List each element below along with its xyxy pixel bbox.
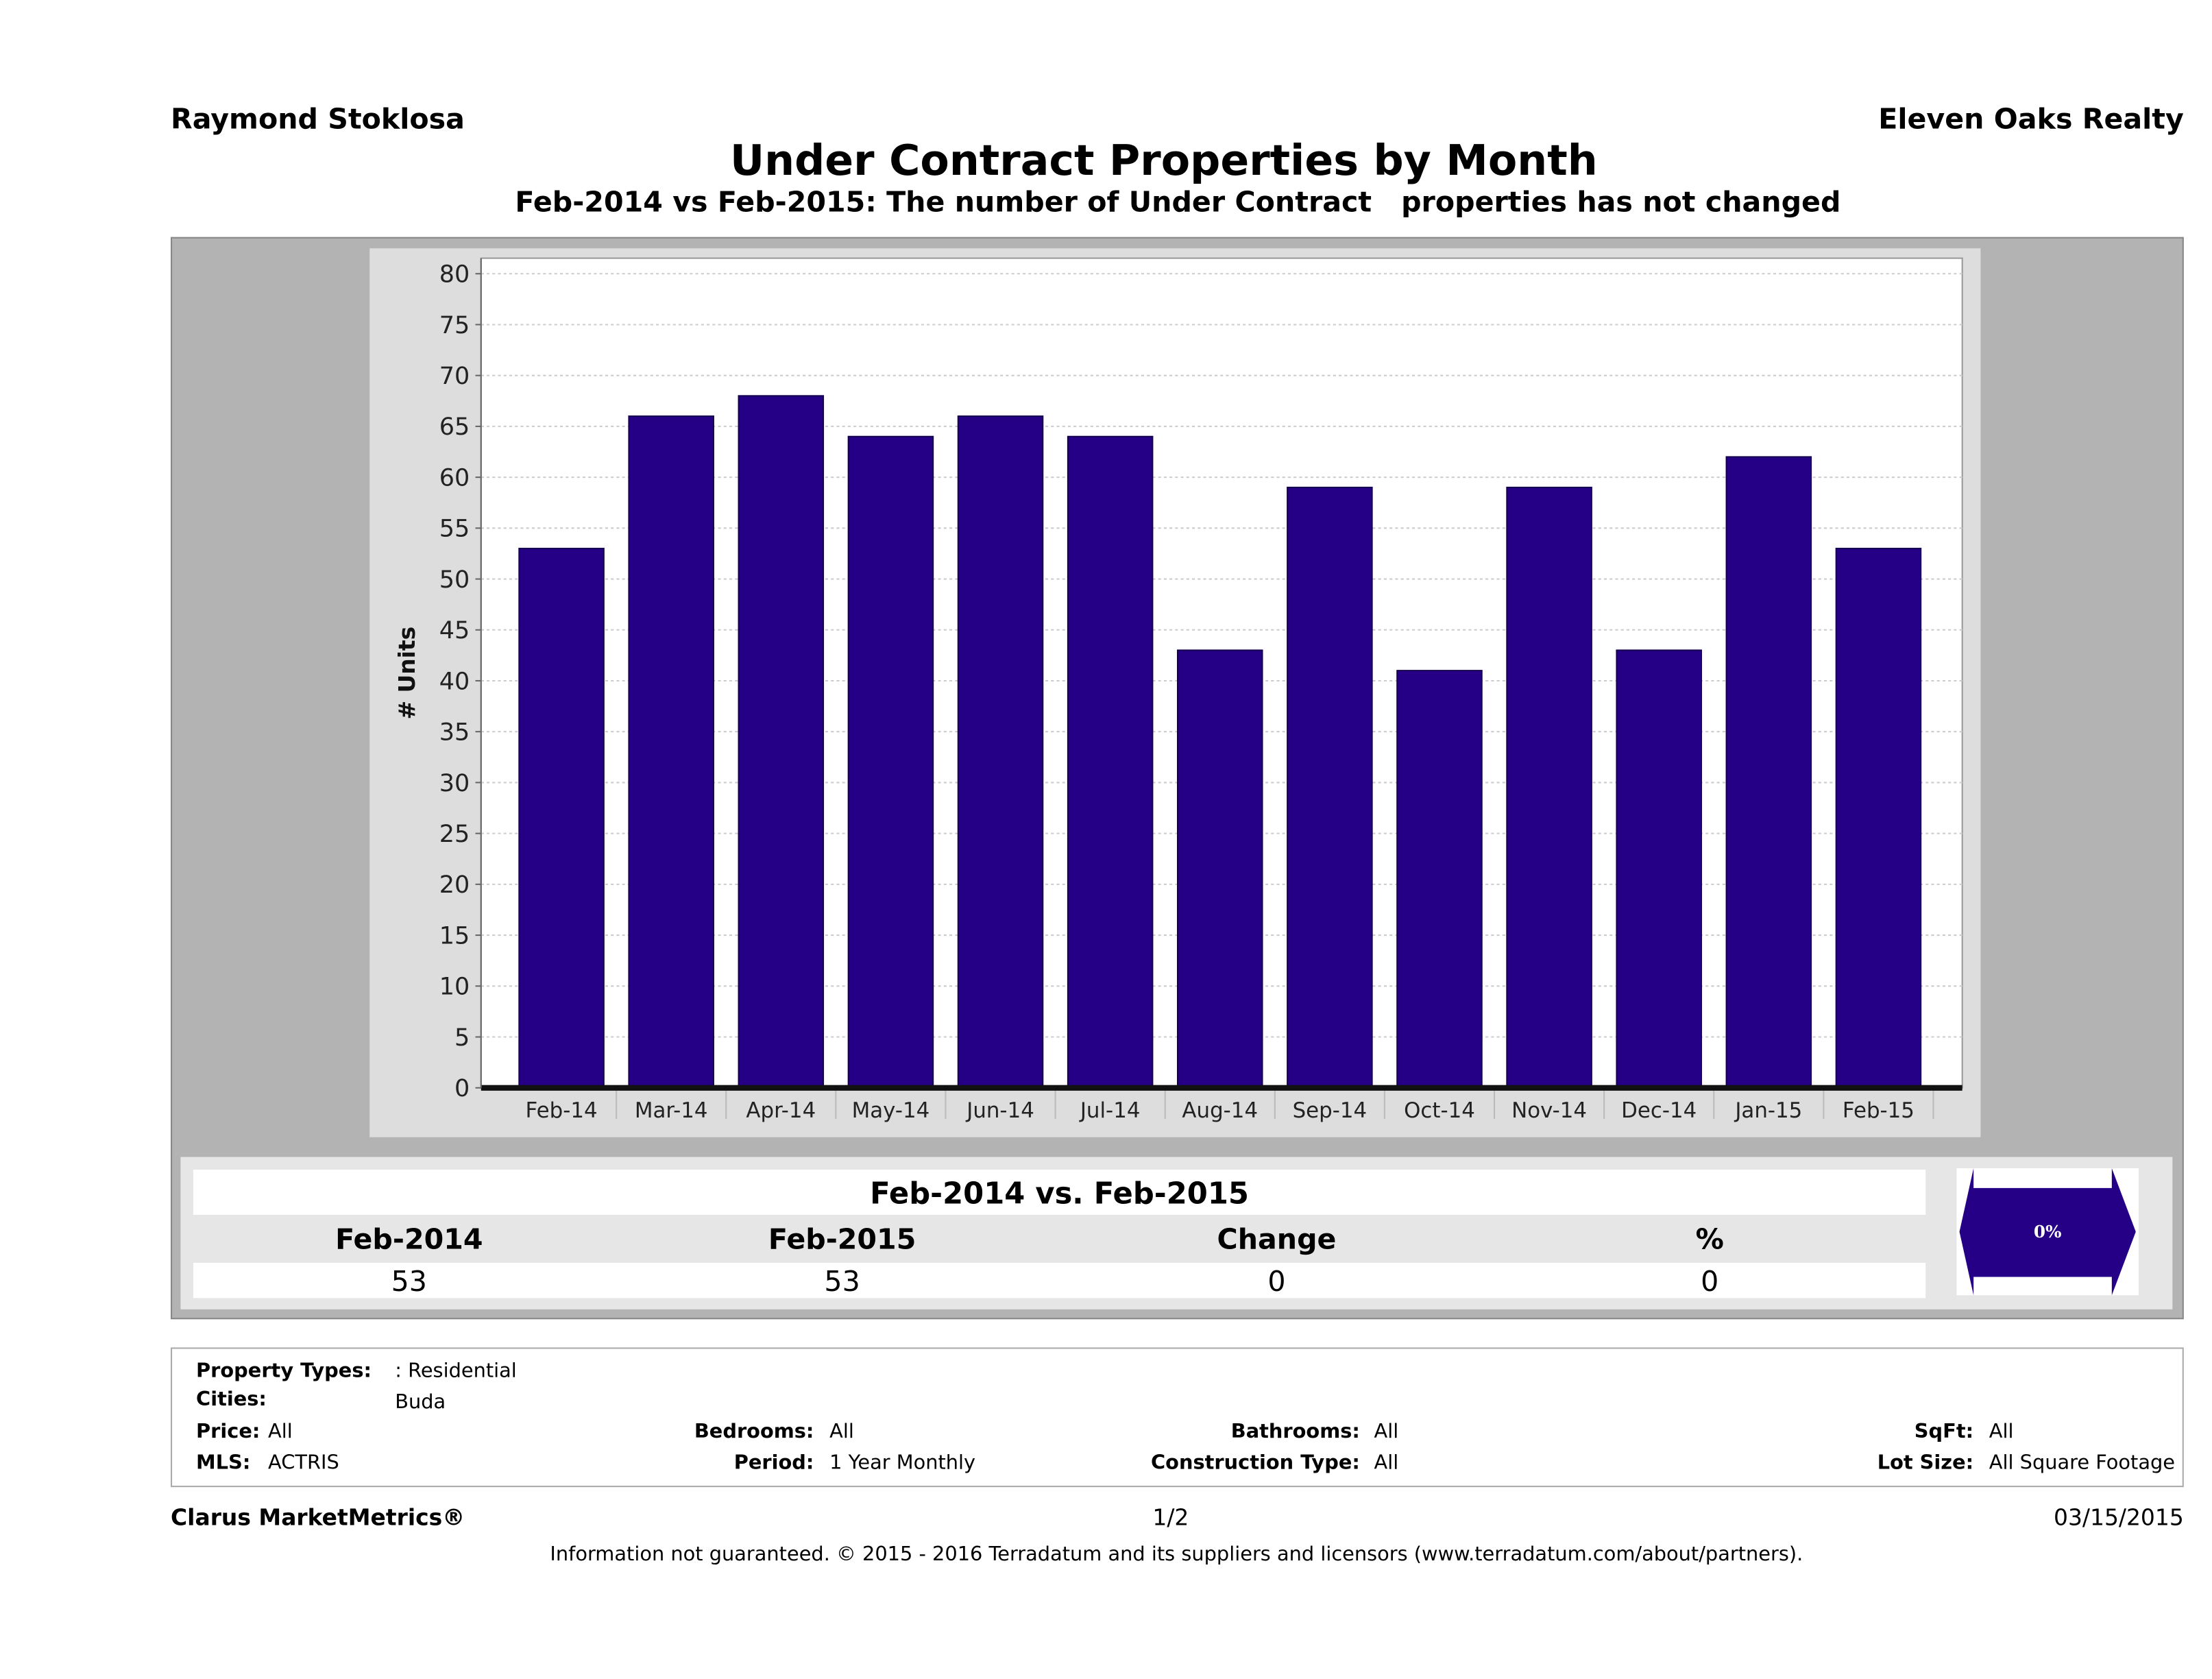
y-tick-label: 20 xyxy=(439,871,470,899)
double-arrow-icon xyxy=(1959,1168,2136,1296)
bar xyxy=(847,435,934,1089)
company-name: Eleven Oaks Realty xyxy=(1878,101,2184,136)
bedrooms-label: Bedrooms: xyxy=(694,1421,814,1444)
summary-col-header: % xyxy=(1695,1222,1724,1256)
agent-name: Raymond Stoklosa xyxy=(171,101,465,136)
summary-col-header: Feb-2014 xyxy=(335,1222,483,1256)
chart-title: Under Contract Properties by Month xyxy=(730,136,1598,186)
change-percent: 0% xyxy=(2033,1222,2062,1242)
sqft-value: All xyxy=(1989,1421,2014,1444)
x-tick-label: Jan-15 xyxy=(1734,1098,1802,1123)
period-label: Period: xyxy=(733,1451,814,1475)
bar-chart: 0 5 10 15 20 25 30 35 40 45 50 55 60 65 70 75 80 Feb-14 Ma… xyxy=(393,257,1963,1123)
x-tick-label: Mar-14 xyxy=(635,1098,708,1123)
period-value: 1 Year Monthly xyxy=(829,1451,976,1475)
cities-value: Buda xyxy=(395,1391,446,1414)
price-label: Price: xyxy=(196,1421,260,1444)
y-tick-label: 60 xyxy=(439,464,470,492)
y-tick-label: 30 xyxy=(439,770,470,797)
y-tick-label: 80 xyxy=(439,261,470,289)
x-tick-label: Nov-14 xyxy=(1511,1098,1587,1123)
property-types-label: Property Types: xyxy=(196,1360,372,1383)
bar xyxy=(518,547,605,1089)
x-tick-label: Dec-14 xyxy=(1621,1098,1697,1123)
x-tick-label: Apr-14 xyxy=(746,1098,816,1123)
bathrooms-value: All xyxy=(1374,1421,1399,1444)
bar xyxy=(1506,486,1592,1089)
bedrooms-value: All xyxy=(829,1421,854,1444)
construction-value: All xyxy=(1374,1451,1399,1475)
x-tick-label: Sep-14 xyxy=(1293,1098,1368,1123)
mls-value: ACTRIS xyxy=(268,1451,339,1475)
bar xyxy=(1396,670,1483,1089)
x-tick-label: May-14 xyxy=(852,1098,930,1123)
bar xyxy=(738,395,825,1089)
construction-label: Construction Type: xyxy=(1151,1451,1360,1475)
report-date: 03/15/2015 xyxy=(2053,1503,2184,1531)
y-tick-label: 35 xyxy=(439,719,470,747)
x-tick-label: Oct-14 xyxy=(1404,1098,1475,1123)
summary-value: 53 xyxy=(391,1264,427,1298)
x-tick-label: Aug-14 xyxy=(1182,1098,1258,1123)
y-axis-label: # Units xyxy=(393,627,420,720)
search-criteria: Property Types: : Residential Cities: Bu… xyxy=(171,1347,2184,1488)
brand: Clarus MarketMetrics® xyxy=(171,1503,465,1531)
x-tick-label: Feb-15 xyxy=(1843,1098,1915,1123)
x-tick-label: Feb-14 xyxy=(526,1098,598,1123)
property-types-value: : Residential xyxy=(395,1360,517,1383)
mls-label: MLS: xyxy=(196,1451,251,1475)
bar xyxy=(1616,649,1702,1089)
bar xyxy=(1067,435,1154,1089)
y-tick-label: 50 xyxy=(439,566,470,594)
bar xyxy=(1287,486,1373,1089)
x-tick-label: Jul-14 xyxy=(1079,1098,1141,1123)
summary-value: 0 xyxy=(1701,1264,1719,1298)
disclaimer: Information not guaranteed. © 2015 - 201… xyxy=(550,1543,1803,1567)
y-tick-label: 5 xyxy=(454,1024,470,1052)
y-tick-label: 70 xyxy=(439,363,470,390)
y-tick-label: 55 xyxy=(439,516,470,543)
lot-size-label: Lot Size: xyxy=(1877,1451,1974,1475)
summary-col-header: Feb-2015 xyxy=(768,1222,916,1256)
bar xyxy=(628,415,714,1089)
y-tick-label: 0 xyxy=(454,1075,470,1102)
cities-label: Cities: xyxy=(196,1388,267,1411)
summary-heading: Feb-2014 vs. Feb-2015 xyxy=(193,1170,1926,1215)
summary-col-header: Change xyxy=(1217,1222,1337,1256)
chart-subtitle: Feb-2014 vs Feb-2015: The number of Unde… xyxy=(515,184,1841,219)
y-tick-label: 65 xyxy=(439,413,470,441)
y-tick-label: 10 xyxy=(439,974,470,1001)
bar xyxy=(957,415,1044,1089)
lot-size-value: All Square Footage xyxy=(1989,1451,2176,1475)
bathrooms-label: Bathrooms: xyxy=(1230,1421,1360,1444)
y-tick-label: 45 xyxy=(439,617,470,644)
summary-table: Feb-2014 vs. Feb-2015 Feb-2014 Feb-2015 … xyxy=(180,1157,2173,1309)
y-tick-label: 25 xyxy=(439,821,470,848)
change-badge: 0% xyxy=(1956,1168,2139,1296)
sqft-label: SqFt: xyxy=(1914,1421,1974,1444)
bar xyxy=(1176,649,1263,1089)
y-tick-label: 15 xyxy=(439,922,470,950)
page-number: 1/2 xyxy=(1152,1503,1189,1531)
y-tick-label: 75 xyxy=(439,312,470,339)
price-value: All xyxy=(268,1421,293,1444)
y-tick-label: 40 xyxy=(439,668,470,695)
bar xyxy=(1725,456,1812,1089)
summary-value: 0 xyxy=(1267,1264,1286,1298)
bar xyxy=(1835,547,1922,1089)
summary-value: 53 xyxy=(824,1264,860,1298)
x-tick-label: Jun-14 xyxy=(965,1098,1034,1123)
summary-value-row xyxy=(193,1262,1926,1298)
